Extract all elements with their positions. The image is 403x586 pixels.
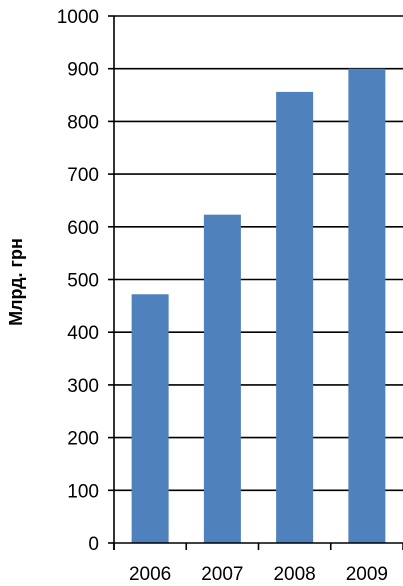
x-tick-label: 2007 xyxy=(201,564,243,585)
y-tick-label: 600 xyxy=(67,218,99,239)
x-tick-label: 2008 xyxy=(273,564,315,585)
y-tick-label: 500 xyxy=(67,271,99,292)
y-tick-label: 800 xyxy=(67,112,99,133)
bar-2009 xyxy=(348,68,386,543)
axes xyxy=(108,15,403,550)
y-tick-label: 0 xyxy=(88,534,99,555)
bar-2007 xyxy=(203,214,241,543)
y-tick-label: 200 xyxy=(67,429,99,450)
y-tick-label: 700 xyxy=(67,165,99,186)
x-tick-label: 2009 xyxy=(346,564,388,585)
y-tick-label: 400 xyxy=(67,323,99,344)
bars xyxy=(131,68,386,543)
tick-labels: 0 100 200 300 400 500 600 700 800 900 1000 2006 2007… xyxy=(57,7,388,585)
bar-2008 xyxy=(276,91,314,543)
y-axis-title: Млрд. грн xyxy=(6,238,26,326)
x-tick-label: 2006 xyxy=(129,564,171,585)
y-tick-label: 100 xyxy=(67,481,99,502)
y-tick-label: 1000 xyxy=(57,7,99,28)
y-tick-label: 900 xyxy=(67,60,99,81)
y-tick-label: 300 xyxy=(67,376,99,397)
bar-2006 xyxy=(131,294,169,543)
